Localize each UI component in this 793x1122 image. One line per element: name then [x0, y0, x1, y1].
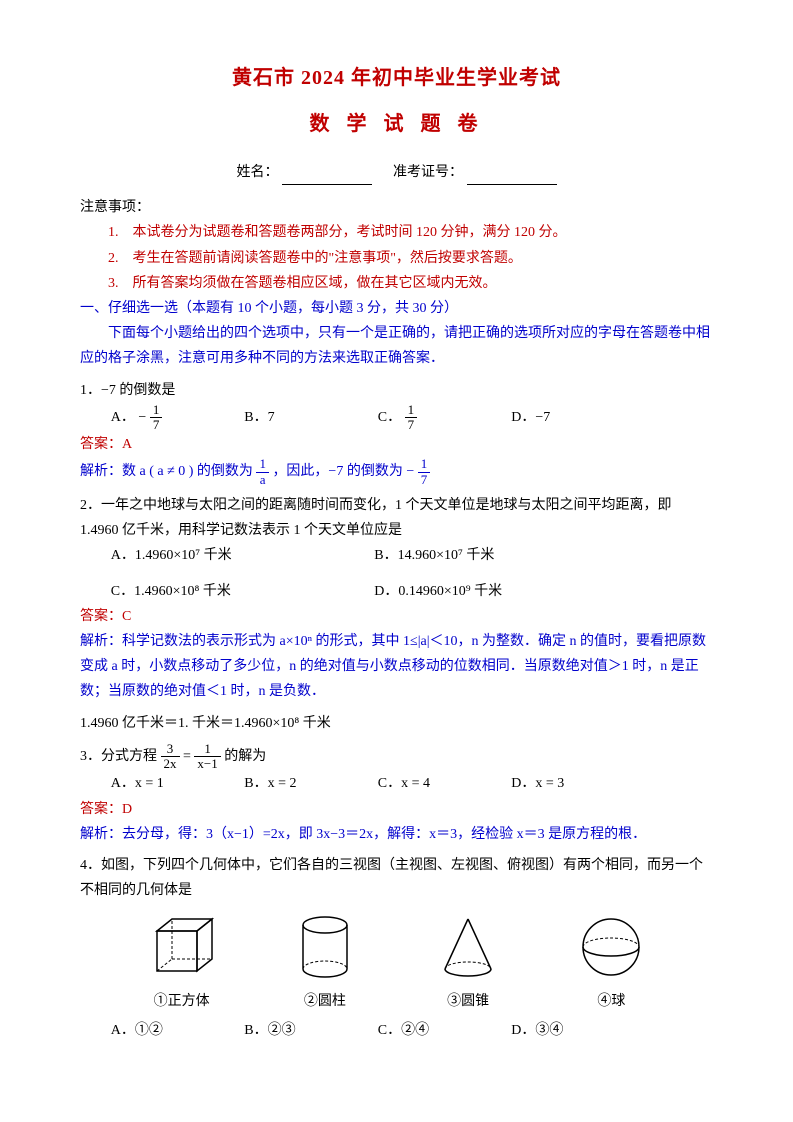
notice-title: 注意事项：: [80, 195, 713, 220]
name-underline: [282, 170, 372, 185]
q3-answer: 答案：D: [80, 797, 713, 822]
explain-text: 解析：数 a ( a ≠ 0 ) 的倒数为: [80, 464, 253, 479]
denominator: a: [256, 473, 269, 487]
shape-label: ②圆柱: [253, 989, 396, 1014]
q3-explain: 解析：去分母，得：3（x−1）=2x，即 3x−3＝2x，解得：x＝3，经检验 …: [80, 822, 713, 847]
q2-opt-a: A．1.4960×10⁷ 千米: [111, 543, 371, 568]
cone-icon: [433, 911, 503, 983]
cylinder-icon: [290, 911, 360, 983]
shape-cone: ③圆锥: [397, 911, 540, 1014]
q3-opt-c: C．x = 4: [378, 771, 508, 796]
q1-opt-a: A． − 1 7: [111, 403, 241, 433]
q1-opt-d: D．−7: [511, 405, 641, 430]
q2-opt-b: B．14.960×10⁷ 千米: [374, 543, 504, 568]
shape-label: ①正方体: [110, 989, 253, 1014]
question-4: 4．如图，下列四个几何体中，它们各自的三视图（主视图、左视图、俯视图）有两个相同…: [80, 853, 713, 1044]
equals: =: [183, 749, 194, 764]
numerator: 1: [418, 457, 431, 472]
section-1-head: 一、仔细选一选（本题有 10 个小题，每小题 3 分，共 30 分）: [80, 296, 713, 321]
stem-text: 的解为: [224, 749, 266, 764]
numerator: 1: [194, 742, 220, 757]
neg-sign: −: [406, 464, 417, 479]
notice-list: 1. 本试卷分为试题卷和答题卷两部分，考试时间 120 分钟，满分 120 分。…: [80, 220, 713, 296]
denominator: 7: [150, 418, 163, 432]
q3-opt-a: A．x = 1: [111, 771, 241, 796]
name-label: 姓名：: [237, 165, 279, 180]
denominator: x−1: [194, 757, 220, 771]
numerator: 1: [256, 457, 269, 472]
shape-label: ③圆锥: [397, 989, 540, 1014]
q4-options: A．①② B．②③ C．②④ D．③④: [80, 1018, 713, 1043]
stem-text: 3．分式方程: [80, 749, 161, 764]
question-2: 2．一年之中地球与太阳之间的距离随时间而变化，1 个天文单位是地球与太阳之间平均…: [80, 493, 713, 736]
shapes-row: ①正方体 ②圆柱 ③圆锥: [80, 903, 713, 1018]
sphere-icon: [576, 911, 646, 983]
shape-cube: ①正方体: [110, 911, 253, 1014]
shape-sphere: ④球: [540, 911, 683, 1014]
denominator: 7: [418, 473, 431, 487]
opt-label: A．: [111, 410, 135, 425]
q2-explain-2: 1.4960 亿千米＝1. 千米＝1.4960×10⁸ 千米: [80, 711, 713, 736]
q3-opt-b: B．x = 2: [244, 771, 374, 796]
opt-label: C．: [378, 410, 401, 425]
q1-opt-c: C． 1 7: [378, 403, 508, 433]
shape-label: ④球: [540, 989, 683, 1014]
q3-options: A．x = 1 B．x = 2 C．x = 4 D．x = 3: [80, 771, 713, 796]
numerator: 1: [405, 403, 418, 418]
section-1-instruction: 下面每个小题给出的四个选项中，只有一个是正确的，请把正确的选项所对应的字母在答题…: [80, 321, 713, 371]
denominator: 2x: [161, 757, 180, 771]
name-row: 姓名： 准考证号：: [80, 160, 713, 185]
exam-id-underline: [467, 170, 557, 185]
q4-opt-b: B．②③: [244, 1018, 374, 1043]
q1-opt-b: B．7: [244, 405, 374, 430]
q4-stem: 4．如图，下列四个几何体中，它们各自的三视图（主视图、左视图、俯视图）有两个相同…: [80, 853, 713, 903]
q1-stem: 1．−7 的倒数是: [80, 378, 713, 403]
question-3: 3．分式方程 3 2x = 1 x−1 的解为 A．x = 1 B．x = 2 …: [80, 742, 713, 847]
q4-opt-c: C．②④: [378, 1018, 508, 1043]
q1-explain: 解析：数 a ( a ≠ 0 ) 的倒数为 1 a ，因此，−7 的倒数为 − …: [80, 457, 713, 487]
q2-opt-d: D．0.14960×10⁹ 千米: [374, 579, 504, 604]
neg-sign: −: [138, 410, 149, 425]
question-1: 1．−7 的倒数是 A． − 1 7 B．7 C． 1 7 D．−7 答案：A …: [80, 378, 713, 488]
denominator: 7: [405, 418, 418, 432]
numerator: 1: [150, 403, 163, 418]
exam-id-label: 准考证号：: [393, 165, 463, 180]
q1-options: A． − 1 7 B．7 C． 1 7 D．−7: [80, 403, 713, 433]
main-title: 黄石市 2024 年初中毕业生学业考试: [80, 60, 713, 96]
explain-text: ，因此，−7 的倒数为: [272, 464, 402, 479]
notice-item: 2. 考生在答题前请阅读答题卷中的"注意事项"，然后按要求答题。: [108, 246, 713, 271]
q4-opt-d: D．③④: [511, 1018, 641, 1043]
fraction: 1 7: [418, 457, 431, 487]
notice-item: 3. 所有答案均须做在答题卷相应区域，做在其它区域内无效。: [108, 271, 713, 296]
notice-item: 1. 本试卷分为试题卷和答题卷两部分，考试时间 120 分钟，满分 120 分。: [108, 220, 713, 245]
q2-answer: 答案：C: [80, 604, 713, 629]
fraction: 1 7: [405, 403, 418, 433]
numerator: 3: [161, 742, 180, 757]
q1-answer: 答案：A: [80, 432, 713, 457]
q2-options-row1: A．1.4960×10⁷ 千米 B．14.960×10⁷ 千米: [80, 543, 713, 568]
q2-explain-1: 解析：科学记数法的表示形式为 a×10ⁿ 的形式，其中 1≤|a|＜10，n 为…: [80, 629, 713, 705]
fraction: 1 7: [150, 403, 163, 433]
q2-options-row2: C．1.4960×10⁸ 千米 D．0.14960×10⁹ 千米: [80, 579, 713, 604]
fraction: 3 2x: [161, 742, 180, 772]
q3-opt-d: D．x = 3: [511, 771, 641, 796]
q4-opt-a: A．①②: [111, 1018, 241, 1043]
shape-cylinder: ②圆柱: [253, 911, 396, 1014]
fraction: 1 a: [256, 457, 269, 487]
fraction: 1 x−1: [194, 742, 220, 772]
cube-icon: [142, 911, 222, 983]
q2-stem: 2．一年之中地球与太阳之间的距离随时间而变化，1 个天文单位是地球与太阳之间平均…: [80, 493, 713, 543]
q3-stem: 3．分式方程 3 2x = 1 x−1 的解为: [80, 742, 713, 772]
sub-title: 数 学 试 题 卷: [80, 106, 713, 142]
q2-opt-c: C．1.4960×10⁸ 千米: [111, 579, 371, 604]
